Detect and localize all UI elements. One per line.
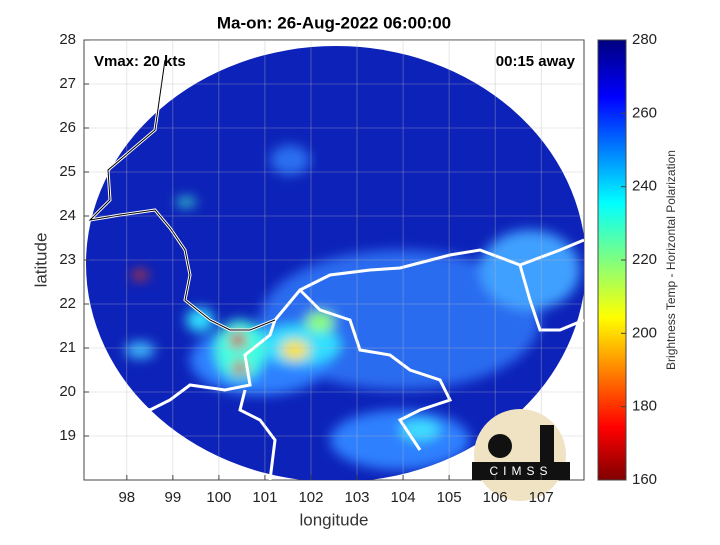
y-tick-label: 19 (59, 427, 76, 444)
axes: 98 99 100 101 102 103 104 105 106 107 19 20 21 22 23 24… (59, 31, 657, 506)
x-tick-label: 99 (165, 489, 182, 506)
x-tick-label: 100 (206, 489, 231, 506)
x-tick-label: 105 (437, 489, 462, 506)
colorbar-label: Brightness Temp - Horizontal Polarizatio… (664, 150, 678, 370)
x-tick-label: 98 (118, 489, 135, 506)
y-tick-label: 20 (59, 383, 76, 400)
y-tick-label: 24 (59, 207, 76, 224)
colorbar-tick-label: 220 (632, 251, 657, 268)
logo-bar (472, 462, 570, 480)
x-tick-label: 107 (529, 489, 554, 506)
colorbar-tick-label: 280 (632, 31, 657, 48)
y-tick-label: 27 (59, 75, 76, 92)
x-axis-label: longitude (299, 510, 368, 529)
y-axis-label: latitude (31, 233, 50, 288)
colorbar-tick-label: 160 (632, 471, 657, 488)
x-tick-label: 102 (298, 489, 323, 506)
logo: CIMSS (472, 409, 570, 501)
image (84, 40, 584, 480)
x-tick-label: 103 (345, 489, 370, 506)
y-tick-label: 28 (59, 31, 76, 48)
coast-outline (88, 59, 276, 331)
y-tick-label: 25 (59, 163, 76, 180)
logo-text: CIMSS (489, 464, 552, 478)
x-tick-label: 104 (391, 489, 416, 506)
colorbar-tick-label: 180 (632, 398, 657, 415)
title: Ma-on: 26-Aug-2022 06:00:00 (217, 13, 451, 32)
vmax-annotation: Vmax: 20 kts (94, 53, 186, 70)
logo-tower (540, 425, 554, 465)
colorbar-tick-label: 200 (632, 324, 657, 341)
x-tick-label: 106 (483, 489, 508, 506)
x-tick-label: 101 (252, 489, 277, 506)
y-tick-label: 21 (59, 339, 76, 356)
y-tick-label: 22 (59, 295, 76, 312)
time-annotation: 00:15 away (496, 53, 576, 70)
logo-dish (488, 434, 512, 458)
y-tick-label: 26 (59, 119, 76, 136)
colorbar-tick-label: 240 (632, 178, 657, 195)
colorbar-tick-label: 260 (632, 104, 657, 121)
y-tick-label: 23 (59, 251, 76, 268)
brightness-field (125, 145, 580, 470)
